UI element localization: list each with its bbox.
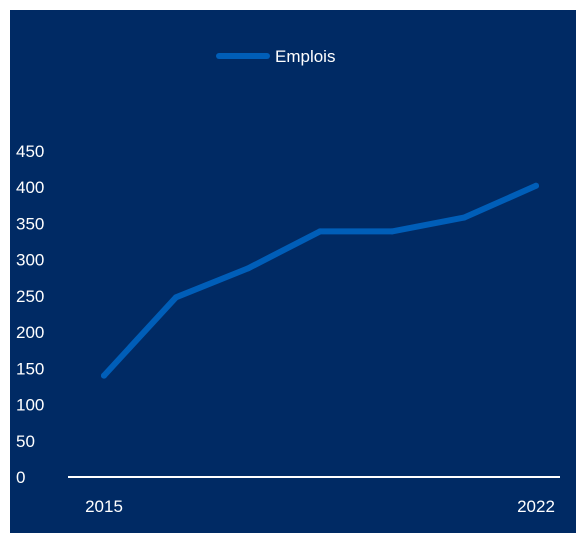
y-tick-label: 350 <box>16 214 44 233</box>
series-layer <box>101 182 539 379</box>
legend: Emplois <box>216 47 335 66</box>
y-tick-label: 150 <box>16 359 44 378</box>
y-tick-label: 300 <box>16 251 44 270</box>
data-point <box>317 228 323 235</box>
y-tick-label: 250 <box>16 287 44 306</box>
x-axis-ticks: 2015 2022 <box>85 497 555 516</box>
series-line-emplois <box>101 182 539 379</box>
y-tick-label: 400 <box>16 178 44 197</box>
data-point <box>245 265 251 272</box>
chart-background <box>10 10 576 533</box>
data-point <box>101 372 107 379</box>
y-tick-label: 100 <box>16 396 44 415</box>
x-tick-label: 2022 <box>517 497 555 516</box>
y-tick-label: 200 <box>16 323 44 342</box>
data-point <box>389 228 395 235</box>
y-tick-label: 0 <box>16 468 25 487</box>
y-tick-label: 50 <box>16 432 35 451</box>
data-point <box>533 182 539 189</box>
x-tick-label: 2015 <box>85 497 123 516</box>
y-axis-ticks: 0 50 100 150 200 250 300 350 400 450 <box>16 142 44 487</box>
data-point <box>461 214 467 221</box>
legend-label-emplois: Emplois <box>275 47 335 66</box>
data-point <box>173 294 179 301</box>
y-tick-label: 450 <box>16 142 44 161</box>
